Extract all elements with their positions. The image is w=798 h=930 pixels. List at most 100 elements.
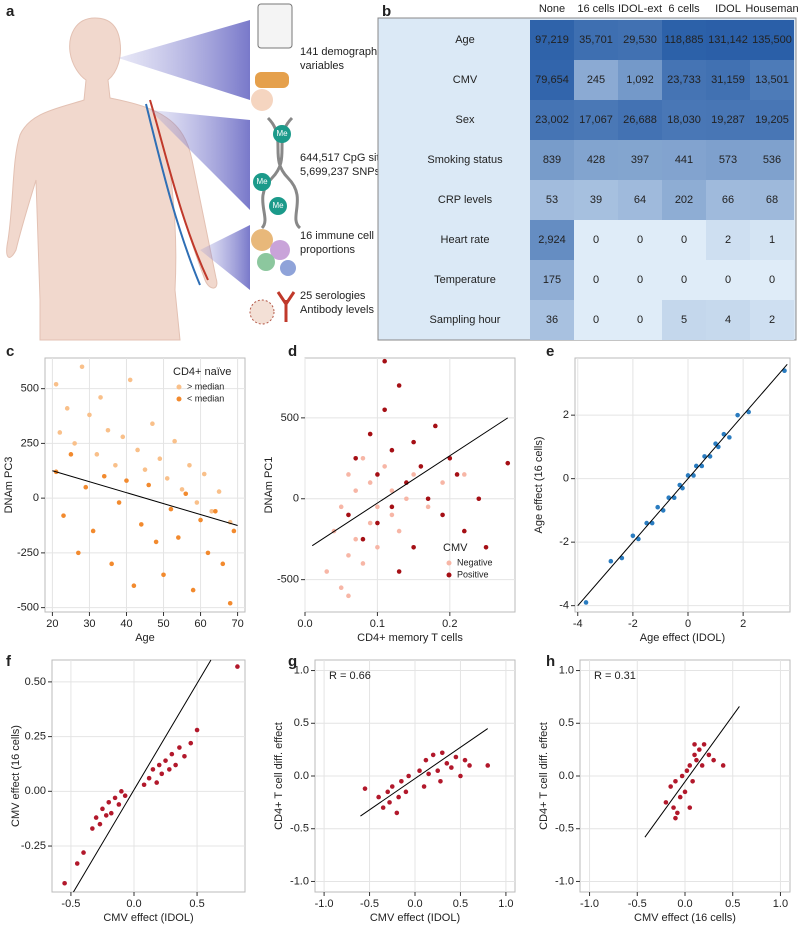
heat-cell <box>574 140 618 180</box>
point <box>399 778 404 784</box>
x-axis-label: CMV effect (IDOL) <box>103 912 193 924</box>
heat-cell <box>662 140 706 180</box>
heat-cell <box>530 60 574 100</box>
point <box>467 763 472 768</box>
heat-cell <box>618 100 662 140</box>
point <box>346 472 351 477</box>
x-tick-label: 30 <box>83 618 95 630</box>
x-tick-label: 0.0 <box>677 898 692 910</box>
point <box>105 427 111 433</box>
point <box>353 488 358 493</box>
point <box>449 765 454 770</box>
x-tick-label: 0.5 <box>189 898 204 910</box>
point <box>380 805 386 810</box>
cell-label: 36 <box>546 314 558 326</box>
point <box>462 472 467 477</box>
point <box>435 768 441 774</box>
point <box>167 767 172 772</box>
point <box>711 757 716 763</box>
y-tick-label: -4 <box>559 600 569 612</box>
plot-area <box>304 357 516 613</box>
x-tick-label: -2 <box>628 618 638 630</box>
cell-label: 0 <box>681 274 687 286</box>
point <box>98 395 103 400</box>
point <box>382 464 387 469</box>
y-tick-label: 500 <box>281 412 299 424</box>
fit-line <box>52 470 238 526</box>
x-axis-label: CMV effect (IDOL) <box>370 912 460 924</box>
y-axis-label: CD4+ T cell diff. effect <box>538 722 550 830</box>
point <box>79 364 85 370</box>
point <box>161 572 166 578</box>
cell-label: 0 <box>637 234 643 246</box>
point <box>81 850 86 855</box>
point <box>673 815 678 821</box>
point <box>382 358 387 364</box>
point <box>389 504 395 510</box>
methyl-label: Me <box>272 201 284 210</box>
heat-cell <box>662 20 706 60</box>
point <box>157 456 163 462</box>
cell-label: 397 <box>631 154 649 166</box>
row-label: Sex <box>456 114 475 126</box>
point <box>135 447 140 453</box>
point <box>119 789 124 794</box>
panel-letter: h <box>546 653 555 670</box>
point <box>684 768 690 774</box>
point <box>385 789 391 795</box>
legend-label: > median <box>187 381 224 391</box>
heat-cell <box>706 140 750 180</box>
x-tick-label: 0.2 <box>442 618 457 630</box>
row-label: Sampling hour <box>430 314 501 326</box>
point <box>671 805 676 810</box>
y-tick-label: 0.0 <box>559 770 574 782</box>
y-axis-label: CD4+ T cell diff. effect <box>273 722 285 830</box>
point <box>433 423 438 429</box>
point <box>673 778 678 784</box>
point <box>697 747 702 752</box>
cell-label: 0 <box>593 314 599 326</box>
cell-label: 26,688 <box>623 114 657 126</box>
heat-cell <box>574 260 618 300</box>
point <box>146 775 152 781</box>
y-tick-label: 0.25 <box>25 731 46 743</box>
heat-cell <box>574 100 618 140</box>
cell-label: 2 <box>725 234 731 246</box>
cell-label: 245 <box>587 74 605 86</box>
heat-cell <box>662 100 706 140</box>
cell-label: 0 <box>637 274 643 286</box>
beam <box>200 225 250 290</box>
illustration-label: 141 demographic <box>300 46 386 58</box>
legend-title: CMV <box>443 542 468 554</box>
heat-cell <box>530 220 574 260</box>
heat-cell <box>750 60 794 100</box>
cell-label: 135,500 <box>752 34 792 46</box>
point <box>655 504 660 510</box>
point <box>90 528 96 534</box>
point <box>423 757 429 763</box>
point <box>101 473 107 479</box>
point <box>142 467 148 472</box>
x-tick-label: 0.5 <box>725 898 740 910</box>
heat-cell <box>530 100 574 140</box>
heat-cell <box>530 20 574 60</box>
y-tick-label: -250 <box>17 547 39 559</box>
point <box>122 793 128 798</box>
x-tick-label: 0 <box>685 618 691 630</box>
point <box>360 536 366 542</box>
point <box>425 504 431 510</box>
cell-label: 17,067 <box>579 114 613 126</box>
cell-label: 2,924 <box>538 234 566 246</box>
cell-label: 31,159 <box>711 74 745 86</box>
cell-label: 4 <box>725 314 731 326</box>
fit-line <box>73 659 212 893</box>
heat-cell <box>530 260 574 300</box>
fit-line <box>311 417 509 547</box>
point <box>231 528 237 534</box>
legend-swatch <box>176 396 182 402</box>
point <box>209 508 214 514</box>
y-tick-label: 0.0 <box>294 770 309 782</box>
panel-letter: b <box>382 3 391 20</box>
point <box>168 506 174 512</box>
point <box>411 472 416 477</box>
